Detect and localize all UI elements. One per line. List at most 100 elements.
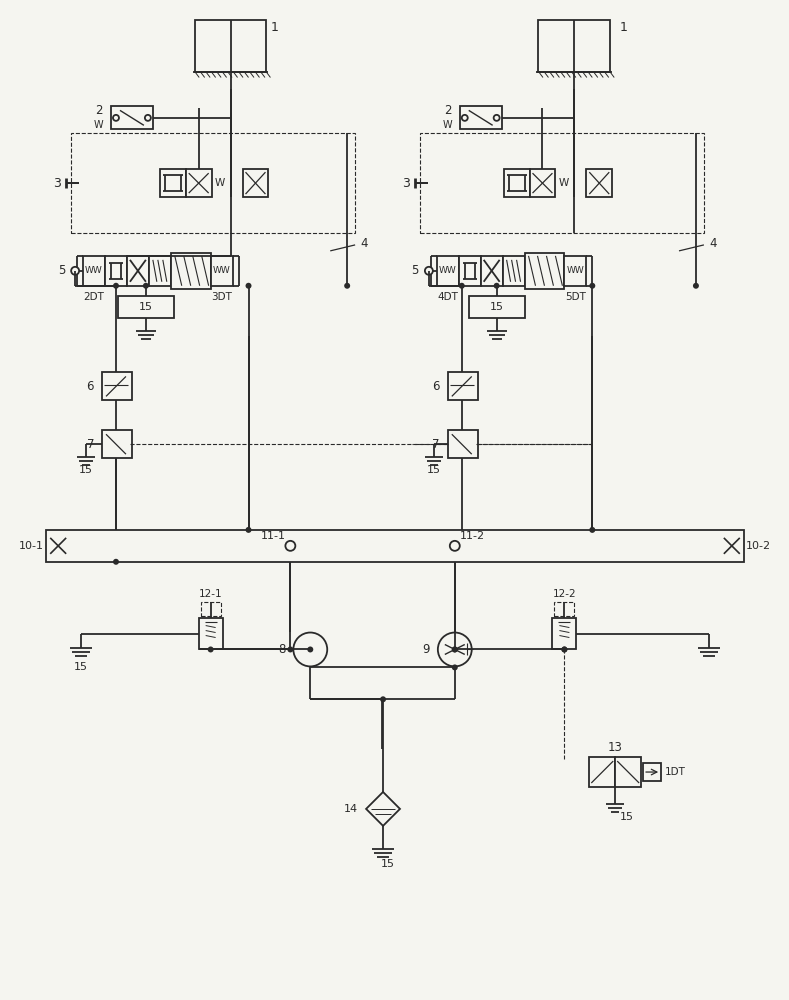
- Text: WW: WW: [439, 266, 457, 275]
- Circle shape: [452, 646, 458, 652]
- Bar: [552, 618, 576, 649]
- Circle shape: [494, 283, 499, 289]
- Text: 3: 3: [54, 177, 62, 190]
- Circle shape: [589, 283, 595, 289]
- Text: 6: 6: [87, 380, 94, 393]
- Bar: [200, 602, 221, 616]
- Bar: [503, 256, 525, 286]
- Bar: [118, 296, 174, 318]
- Bar: [185, 169, 211, 197]
- Bar: [102, 372, 132, 400]
- Circle shape: [494, 115, 499, 121]
- Text: 15: 15: [139, 302, 153, 312]
- Circle shape: [562, 646, 567, 652]
- Text: 5: 5: [58, 264, 65, 277]
- Circle shape: [562, 646, 567, 652]
- Text: 5DT: 5DT: [565, 292, 585, 302]
- Text: 4: 4: [360, 237, 368, 250]
- Bar: [105, 256, 127, 286]
- Bar: [242, 169, 268, 197]
- Bar: [525, 253, 564, 289]
- Circle shape: [452, 646, 458, 652]
- Text: 9: 9: [422, 643, 430, 656]
- Circle shape: [462, 115, 468, 121]
- Bar: [469, 296, 525, 318]
- Bar: [149, 256, 170, 286]
- Text: 15: 15: [74, 662, 88, 672]
- Bar: [71, 133, 355, 233]
- Circle shape: [294, 633, 327, 666]
- Bar: [47, 530, 744, 562]
- Circle shape: [452, 664, 458, 670]
- Circle shape: [113, 115, 119, 121]
- Text: W: W: [442, 120, 452, 130]
- Text: 5: 5: [412, 264, 419, 277]
- Circle shape: [693, 283, 699, 289]
- Bar: [211, 256, 233, 286]
- Bar: [564, 256, 586, 286]
- Bar: [127, 256, 149, 286]
- Text: 3: 3: [402, 177, 410, 190]
- Text: 13: 13: [608, 741, 623, 754]
- Bar: [538, 20, 610, 72]
- Text: 3DT: 3DT: [211, 292, 232, 302]
- Circle shape: [113, 559, 119, 565]
- Text: W: W: [215, 178, 225, 188]
- Text: 4: 4: [709, 237, 716, 250]
- Circle shape: [71, 267, 79, 275]
- Bar: [420, 133, 704, 233]
- Text: 2: 2: [444, 104, 452, 117]
- Bar: [555, 602, 574, 616]
- Text: 15: 15: [427, 465, 441, 475]
- Text: 15: 15: [381, 859, 395, 869]
- Circle shape: [307, 646, 313, 652]
- Bar: [199, 618, 222, 649]
- Text: 1: 1: [271, 21, 279, 34]
- Text: 4DT: 4DT: [437, 292, 458, 302]
- Text: 11-2: 11-2: [460, 531, 485, 541]
- Circle shape: [287, 646, 294, 652]
- Bar: [481, 256, 503, 286]
- Circle shape: [380, 696, 386, 702]
- Text: 12-1: 12-1: [199, 589, 222, 599]
- Text: 7: 7: [432, 438, 439, 451]
- Bar: [589, 757, 615, 787]
- Text: W: W: [559, 178, 569, 188]
- Bar: [643, 763, 661, 781]
- Circle shape: [438, 633, 472, 666]
- Bar: [83, 256, 105, 286]
- Circle shape: [143, 283, 149, 289]
- Text: 14: 14: [344, 804, 358, 814]
- Circle shape: [208, 646, 214, 652]
- Text: 15: 15: [79, 465, 93, 475]
- Text: 7: 7: [87, 438, 94, 451]
- Text: 6: 6: [432, 380, 439, 393]
- Circle shape: [113, 283, 119, 289]
- Bar: [102, 430, 132, 458]
- Text: 2DT: 2DT: [84, 292, 104, 302]
- Bar: [458, 256, 481, 286]
- Bar: [529, 169, 555, 197]
- Text: 8: 8: [278, 643, 286, 656]
- Polygon shape: [302, 642, 320, 656]
- Text: WW: WW: [213, 266, 230, 275]
- Text: 1DT: 1DT: [665, 767, 686, 777]
- Bar: [615, 757, 641, 787]
- Bar: [160, 169, 185, 197]
- Text: 2: 2: [95, 104, 103, 117]
- Circle shape: [458, 283, 465, 289]
- Text: W: W: [93, 120, 103, 130]
- Text: 15: 15: [620, 812, 634, 822]
- Bar: [448, 372, 477, 400]
- Text: 10-2: 10-2: [746, 541, 771, 551]
- Circle shape: [245, 283, 252, 289]
- Circle shape: [589, 527, 595, 533]
- Circle shape: [145, 115, 151, 121]
- Text: 1: 1: [619, 21, 627, 34]
- Bar: [437, 256, 458, 286]
- Text: 10-1: 10-1: [19, 541, 44, 551]
- Bar: [170, 253, 211, 289]
- Circle shape: [425, 267, 433, 275]
- Bar: [448, 430, 477, 458]
- Circle shape: [344, 283, 350, 289]
